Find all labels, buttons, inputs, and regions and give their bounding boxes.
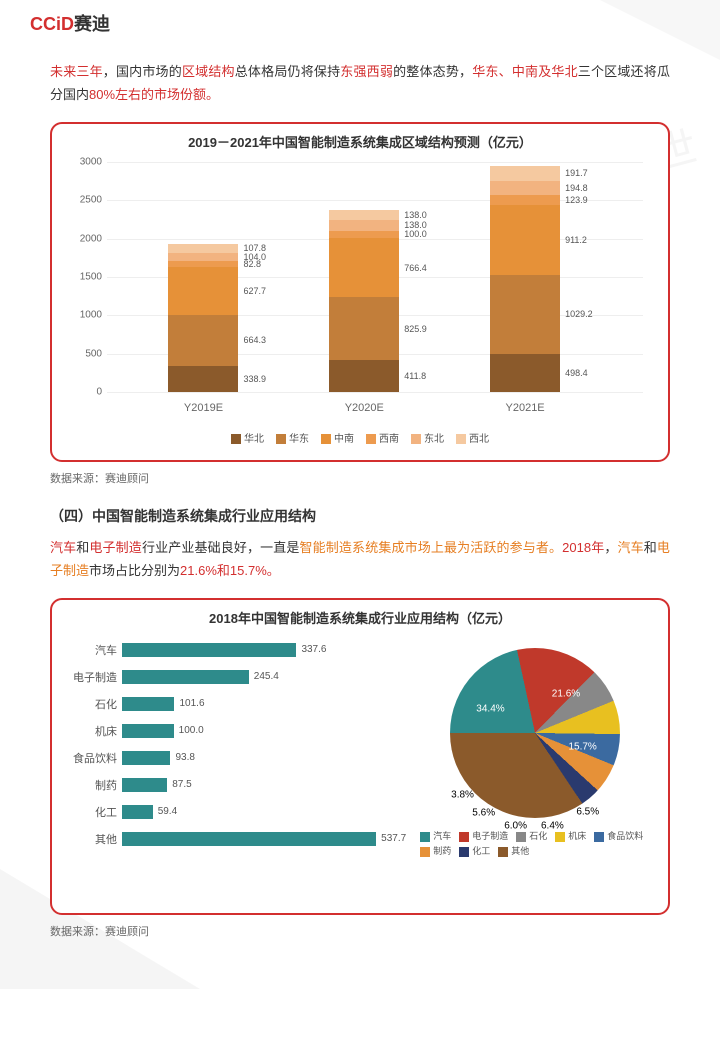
chart1-box: 2019－2021年中国智能制造系统集成区域结构预测（亿元） 050010001…	[50, 122, 670, 462]
chart2-box: 2018年中国智能制造系统集成行业应用结构（亿元） 汽车337.6电子制造245…	[50, 598, 670, 915]
section2-para: 汽车和电子制造行业产业基础良好，一直是智能制造系统集成市场上最为活跃的参与者。2…	[50, 536, 670, 583]
logo-cn: 赛迪	[74, 14, 110, 34]
chart2-source: 数据来源：赛迪顾问	[50, 923, 670, 939]
combo-chart: 汽车337.6电子制造245.4石化101.6机床100.0食品饮料93.8制药…	[67, 638, 653, 898]
chart1-source: 数据来源：赛迪顾问	[50, 470, 670, 486]
pie-chart: 21.6%15.7%6.5%6.4%6.0%5.6%3.8%34.4% 汽车电子…	[416, 638, 653, 898]
hbar-chart: 汽车337.6电子制造245.4石化101.6机床100.0食品饮料93.8制药…	[67, 638, 406, 898]
pie: 21.6%15.7%6.5%6.4%6.0%5.6%3.8%34.4%	[450, 648, 620, 818]
pie-legend: 汽车电子制造石化机床食品饮料制药化工其他	[416, 828, 653, 858]
chart1-title: 2019－2021年中国智能制造系统集成区域结构预测（亿元）	[67, 134, 653, 152]
stacked-bar-chart: 050010001500200025003000107.8104.082.862…	[67, 162, 653, 422]
chart2-title: 2018年中国智能制造系统集成行业应用结构（亿元）	[67, 610, 653, 628]
chart1-legend: 华北华东中南西南东北西北	[67, 430, 653, 445]
logo: CCiD赛迪	[30, 10, 110, 36]
intro-para: 未来三年，国内市场的区域结构总体格局仍将保持东强西弱的整体态势，华东、中南及华北…	[50, 60, 670, 107]
section2-title: （四）中国智能制造系统集成行业应用结构	[50, 506, 670, 526]
logo-en: CCiD	[30, 14, 74, 34]
